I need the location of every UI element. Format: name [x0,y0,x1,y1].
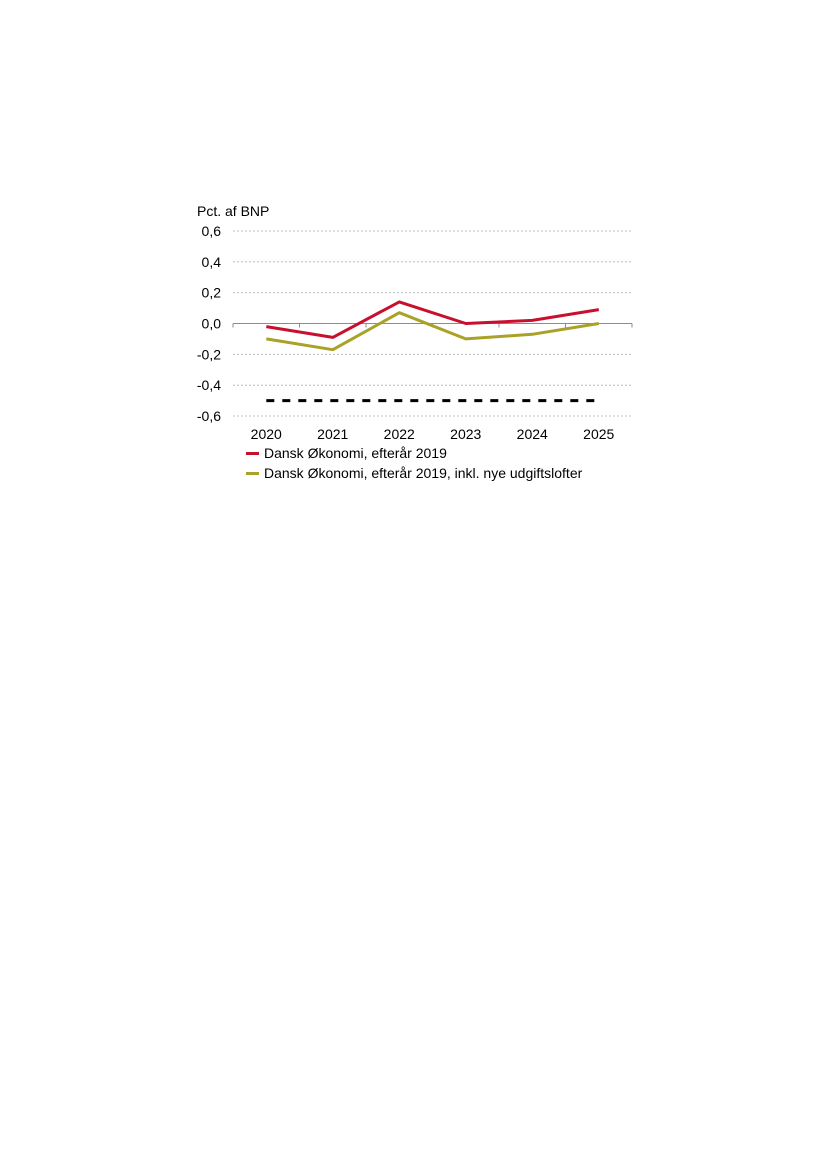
legend-label-2: Dansk Økonomi, efterår 2019, inkl. nye u… [264,465,583,481]
chart: Pct. af BNP 0,6 0,4 0,2 0,0 -0,2 -0,4 -0,6 2020… [0,0,826,500]
y-tick-label-2: 0,2 [202,285,222,301]
y-tick-label-1: 0,4 [202,254,222,270]
y-tick-label-0: 0,6 [202,223,222,239]
y-tick-label-5: -0,4 [197,377,221,393]
legend-item-1: Dansk Økonomi, efterår 2019 [246,443,582,463]
x-tick-label-1: 2021 [317,426,348,442]
x-tick-label-3: 2023 [450,426,481,442]
y-axis-label: Pct. af BNP [197,203,270,219]
legend-label-1: Dansk Økonomi, efterår 2019 [264,445,447,461]
x-tick-label-4: 2024 [517,426,548,442]
legend-swatch-1 [246,451,259,455]
legend-swatch-2 [246,471,259,475]
chart-svg: 0,6 0,4 0,2 0,0 -0,2 -0,4 -0,6 2020 2021 2022 2023… [197,223,633,442]
series-line-2 [266,311,600,352]
y-tick-label-4: -0,2 [197,346,221,362]
legend-item-2: Dansk Økonomi, efterår 2019, inkl. nye u… [246,463,582,483]
y-tick-label-6: -0,6 [197,408,221,424]
series-line-1 [266,300,600,339]
y-tick-label-3: 0,0 [202,316,222,332]
x-tick-label-2: 2022 [384,426,415,442]
legend: Dansk Økonomi, efterår 2019 Dansk Økonom… [246,443,582,483]
x-tick-label-5: 2025 [583,426,614,442]
x-tick-label-0: 2020 [251,426,282,442]
